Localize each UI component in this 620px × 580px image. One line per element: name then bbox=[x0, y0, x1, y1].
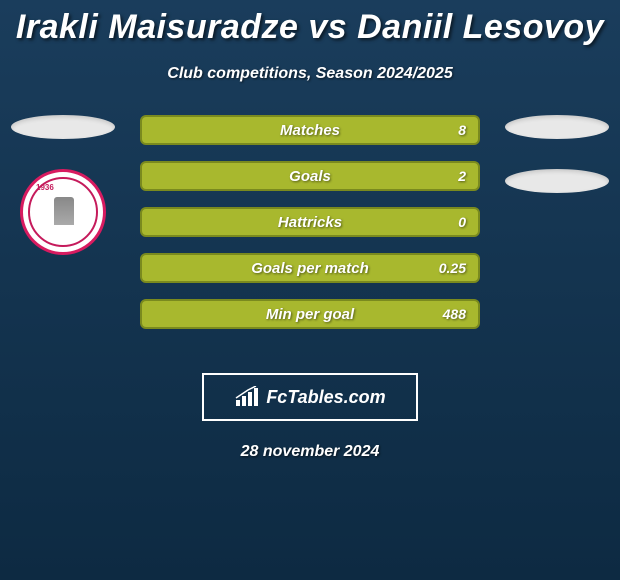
stat-value-right: 0.25 bbox=[439, 260, 466, 276]
page-subtitle: Club competitions, Season 2024/2025 bbox=[0, 65, 620, 83]
bar-chart-icon bbox=[234, 386, 260, 408]
right-player-column bbox=[502, 115, 612, 193]
stat-bar-min-per-goal: Min per goal 488 bbox=[140, 299, 480, 329]
brand-logo-text: FcTables.com bbox=[266, 387, 385, 408]
stat-bar-hattricks: Hattricks 0 bbox=[140, 207, 480, 237]
club-badge-left: 1936 bbox=[20, 169, 106, 255]
stat-bar-goals-per-match: Goals per match 0.25 bbox=[140, 253, 480, 283]
stat-value-right: 2 bbox=[458, 168, 466, 184]
stat-value-right: 488 bbox=[443, 306, 466, 322]
brand-logo-box[interactable]: FcTables.com bbox=[202, 373, 418, 421]
page-title: Irakli Maisuradze vs Daniil Lesovoy bbox=[0, 0, 620, 47]
stat-label: Min per goal bbox=[266, 306, 354, 323]
club-badge-year: 1936 bbox=[36, 183, 54, 192]
stat-value-right: 8 bbox=[458, 122, 466, 138]
player-photo-placeholder-left bbox=[11, 115, 115, 139]
stat-label: Hattricks bbox=[278, 214, 342, 231]
stat-bar-goals: Goals 2 bbox=[140, 161, 480, 191]
stat-label: Matches bbox=[280, 122, 340, 139]
club-badge-placeholder-right bbox=[505, 169, 609, 193]
club-badge-inner: 1936 bbox=[28, 177, 98, 247]
stat-label: Goals bbox=[289, 168, 331, 185]
footer-date: 28 november 2024 bbox=[0, 443, 620, 461]
stat-label: Goals per match bbox=[251, 260, 369, 277]
stat-value-right: 0 bbox=[458, 214, 466, 230]
player-photo-placeholder-right bbox=[505, 115, 609, 139]
stat-bars: Matches 8 Goals 2 Hattricks 0 Goals per … bbox=[140, 115, 480, 329]
comparison-panel: 1936 Matches 8 Goals 2 Hattricks 0 Goals… bbox=[0, 115, 620, 355]
left-player-column: 1936 bbox=[8, 115, 118, 255]
stat-bar-matches: Matches 8 bbox=[140, 115, 480, 145]
